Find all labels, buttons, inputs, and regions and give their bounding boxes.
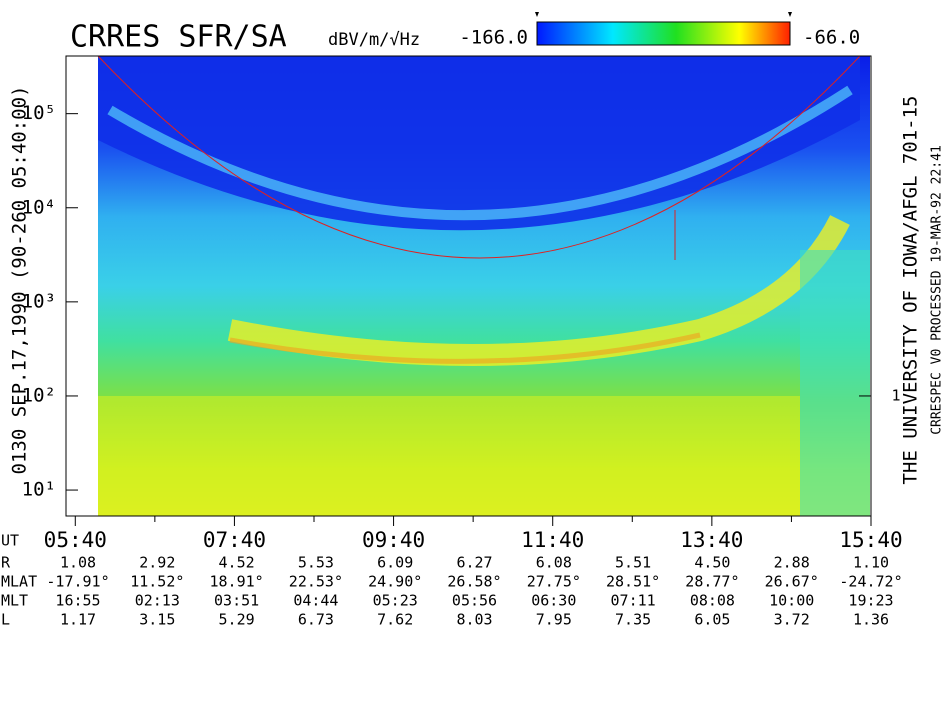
ephemeris-cell: 1.10: [853, 554, 889, 572]
ephemeris-cell: 6.05: [694, 611, 730, 629]
plot-frame: [65, 55, 872, 517]
x-tick-label: 09:40: [362, 528, 425, 552]
colorbar: [536, 21, 791, 46]
ephemeris-row-label: R: [1, 554, 11, 572]
ephemeris-cell: 7.95: [536, 611, 572, 629]
x-tick-label: 13:40: [680, 528, 743, 552]
ephemeris-cell: 26.58°: [447, 573, 501, 591]
y-tick-label: 10³: [22, 290, 56, 312]
ephemeris-cell: 1.08: [60, 554, 96, 572]
colorbar-marker: [535, 12, 792, 17]
x-tick-label: 07:40: [203, 528, 266, 552]
ephemeris-row-label: UT: [1, 532, 19, 550]
ephemeris-cell: -17.91°: [46, 573, 109, 591]
colorbar-max: -66.0: [803, 27, 860, 49]
ephemeris-cell: 8.03: [456, 611, 492, 629]
ephemeris-cell: 6.08: [536, 554, 572, 572]
ephemeris-row-label: MLAT: [1, 573, 37, 591]
ephemeris-cell: 2.88: [774, 554, 810, 572]
y-axis-label: 0130 SEP.17,1990 (90-260 05:40:00): [9, 86, 31, 475]
ephemeris-cell: 5.53: [298, 554, 334, 572]
ephemeris-cell: 27.75°: [527, 573, 581, 591]
ephemeris-cell: 08:08: [690, 592, 735, 610]
ephemeris-cell: 5.51: [615, 554, 651, 572]
ephemeris-cell: 1.17: [60, 611, 96, 629]
y-tick-label: 10¹: [22, 479, 56, 501]
ephemeris-cell: 28.51°: [606, 573, 660, 591]
ephemeris-cell: 24.90°: [368, 573, 422, 591]
ephemeris-cell: 2.92: [139, 554, 175, 572]
ephemeris-cell: 04:44: [293, 592, 338, 610]
ephemeris-cell: 28.77°: [685, 573, 739, 591]
ephemeris-cell: 05:56: [452, 592, 497, 610]
ephemeris-cell: 03:51: [214, 592, 259, 610]
ephemeris-cell: 10:00: [769, 592, 814, 610]
ephemeris-cell: 06:30: [531, 592, 576, 610]
ephemeris-row-label: MLT: [1, 592, 28, 610]
spectrogram-image: [97, 55, 870, 516]
colorbar-label: dBV/m/√Hz: [328, 30, 420, 50]
ephemeris-cell: 4.50: [694, 554, 730, 572]
ephemeris-cell: 22.53°: [289, 573, 343, 591]
ephemeris-cell: 3.72: [774, 611, 810, 629]
ephemeris-cell: 16:55: [55, 592, 100, 610]
ephemeris-cell: 19:23: [848, 592, 893, 610]
colorbar-min: -166.0: [459, 27, 528, 49]
ephemeris-cell: 7.35: [615, 611, 651, 629]
right-label: THE UNIVERSITY OF IOWA/AFGL 701-15: [900, 96, 922, 485]
y-tick-label: 10⁵: [22, 102, 56, 124]
ephemeris-cell: 6.27: [456, 554, 492, 572]
x-tick-label: 11:40: [521, 528, 584, 552]
ephemeris-cell: 1.36: [853, 611, 889, 629]
ephemeris-cell: 11.52°: [130, 573, 184, 591]
ephemeris-cell: 4.52: [219, 554, 255, 572]
ephemeris-cell: 6.73: [298, 611, 334, 629]
right-sublabel: CRRESPEC V0 PROCESSED 19-MAR-92 22:41: [930, 145, 945, 435]
ephemeris-cell: -24.72°: [839, 573, 902, 591]
ephemeris-cell: 7.62: [377, 611, 413, 629]
chart-title: CRRES SFR/SA: [70, 20, 287, 55]
y-tick-label: 10²: [22, 384, 56, 406]
ephemeris-cell: 3.15: [139, 611, 175, 629]
ephemeris-cell: 6.09: [377, 554, 413, 572]
ephemeris-cell: 18.91°: [210, 573, 264, 591]
ephemeris-cell: 5.29: [219, 611, 255, 629]
ephemeris-cell: 05:23: [373, 592, 418, 610]
x-tick-label: 15:40: [839, 528, 902, 552]
y2-tick-label: 1: [891, 386, 900, 404]
ephemeris-cell: 07:11: [611, 592, 656, 610]
y-tick-label: 10⁴: [22, 196, 56, 218]
ephemeris-cell: 02:13: [135, 592, 180, 610]
x-tick-label: 05:40: [44, 528, 107, 552]
ephemeris-cell: 26.67°: [765, 573, 819, 591]
ephemeris-row-label: L: [1, 611, 10, 629]
